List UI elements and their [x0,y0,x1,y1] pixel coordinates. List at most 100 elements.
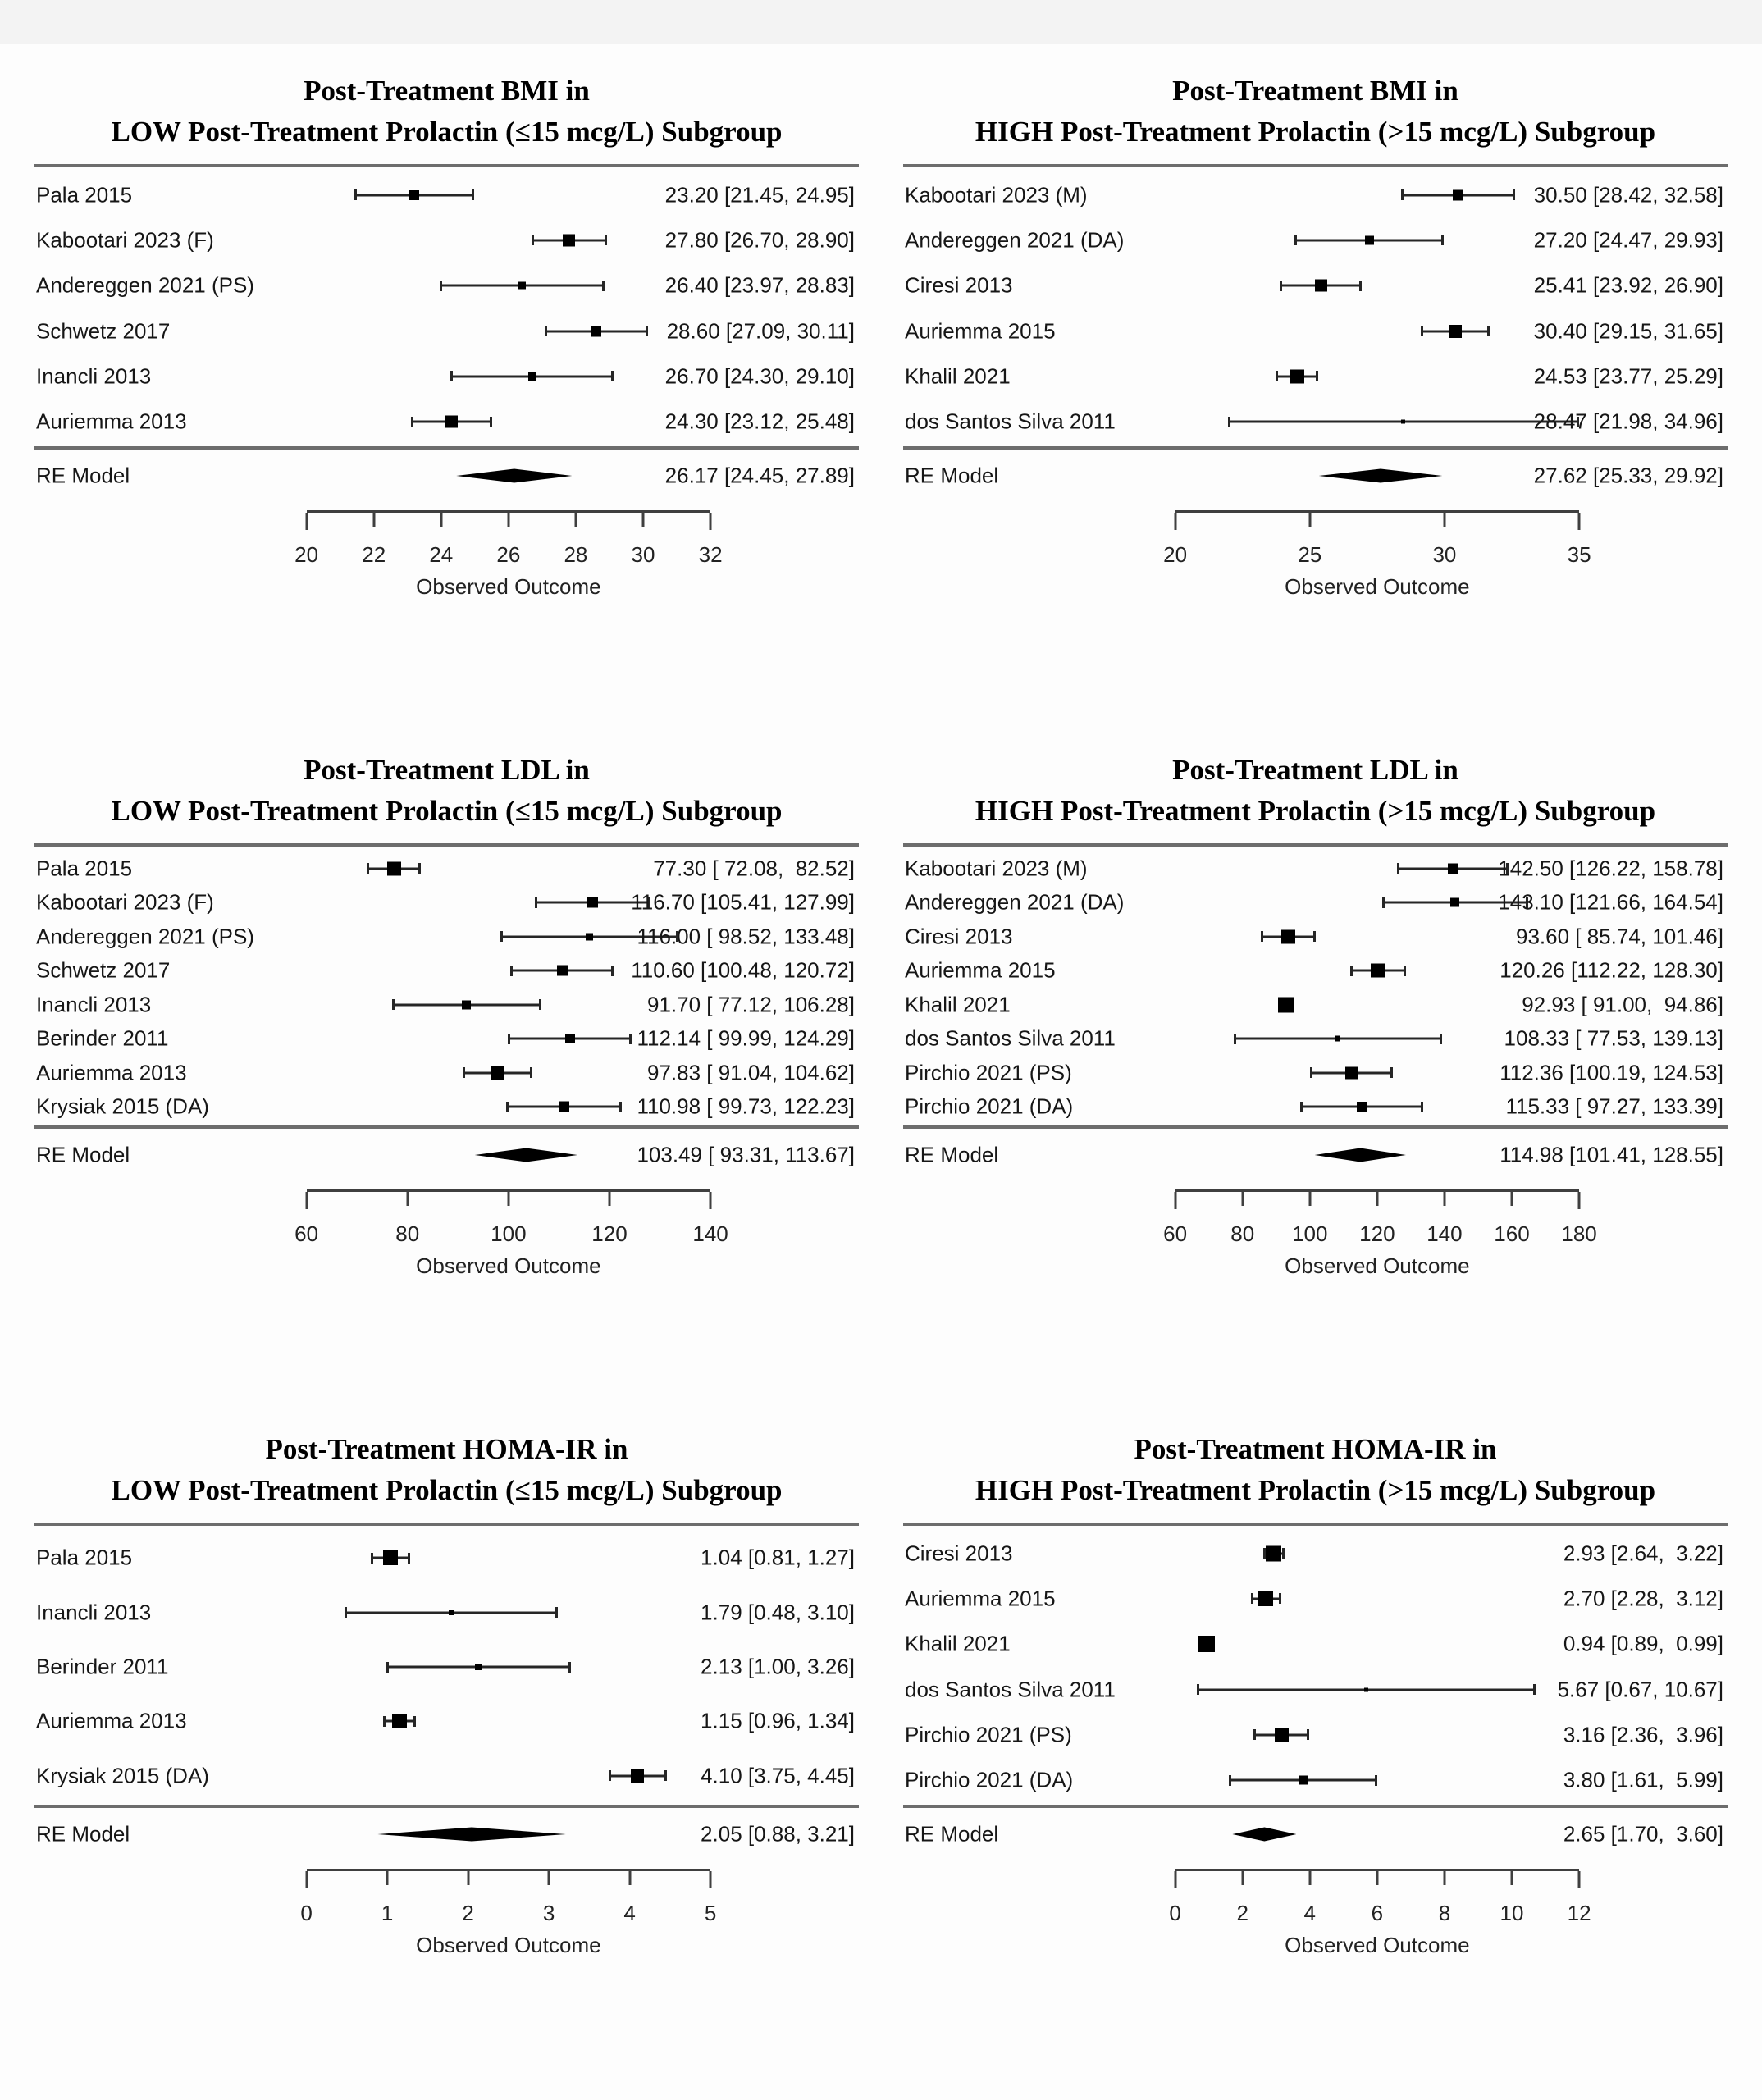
estimate-annotation: 24.30 [23.12, 25.48] [664,409,855,434]
study-row: Auriemma 2015 120.26 [112.22, 128.30] [903,954,1728,988]
ci-cap-right-icon [1532,1684,1536,1696]
re-model-diamond [1232,1827,1297,1842]
estimate-annotation: 1.79 [0.48, 3.10] [701,1600,855,1625]
ci-cap-right-icon [568,1661,571,1673]
axis-tick [406,1192,409,1206]
study-label: Kabootari 2023 (M) [905,182,1088,208]
study-label: Pala 2015 [36,856,133,881]
ci-cap-right-icon [471,189,474,201]
study-row: Krysiak 2015 (DA) 4.10 [3.75, 4.45] [34,1749,859,1803]
study-row: Pirchio 2021 (PS) 3.16 [2.36, 3.96] [903,1712,1728,1757]
ci-cap-right-icon [1359,280,1363,291]
ci-cap-right-icon [611,371,614,382]
axis-tick [628,1871,632,1885]
point-estimate-marker [585,933,593,941]
study-label: dos Santos Silva 2011 [905,1025,1116,1051]
axis-tick-label: 20 [294,542,319,567]
study-row: Berinder 2011 112.14 [ 99.99, 124.29] [34,1022,859,1057]
point-estimate-marker [1371,963,1385,978]
ci-cap-right-icon [619,1101,622,1112]
axis-tick-label: 140 [692,1221,728,1246]
ci-cap-left-icon [500,931,503,943]
study-label: Ciresi 2013 [905,924,1013,949]
ci-cap-right-icon [1440,235,1444,246]
ci-cap-left-icon [1349,965,1353,976]
x-axis-zone: 0 1 2 3 4 5 Observed Outcome [34,1860,859,1969]
re-model-diamond [1314,1148,1406,1162]
estimate-annotation: 26.40 [23.97, 28.83] [664,272,855,298]
study-row: Khalil 2021 0.94 [0.89, 0.99] [903,1622,1728,1667]
study-row: Khalil 2021 92.93 [ 91.00, 94.86] [903,988,1728,1022]
axis-tick [709,1192,712,1209]
point-estimate-marker [1450,897,1460,907]
panel-title-line2: LOW Post-Treatment Prolactin (≤15 mcg/L)… [111,1474,783,1506]
x-axis-label: Observed Outcome [1285,1933,1470,1957]
axis-tick-label: 0 [1169,1901,1181,1925]
axis-tick [574,513,577,527]
re-model-diamond [1318,468,1443,483]
ci-cap-right-icon [1307,1729,1310,1741]
ci-cap-right-icon [1506,863,1509,874]
panel-title-line1: Post-Treatment HOMA-IR in [265,1433,628,1465]
axis-tick-label: 120 [1359,1221,1395,1246]
axis-tick-label: 3 [542,1901,555,1925]
axis-tick-label: 2 [1236,1901,1248,1925]
x-axis: 0 2 4 6 8 10 12 [1169,1869,1591,1925]
ci-cap-right-icon [1375,1774,1378,1786]
ci-cap-right-icon [1420,1101,1423,1112]
ci-cap-right-icon [1525,897,1528,908]
study-label: Auriemma 2013 [36,409,187,434]
estimate-annotation: 92.93 [ 91.00, 94.86] [1522,992,1723,1017]
axis-tick-label: 24 [429,542,454,567]
separator-line-mid [903,446,1728,450]
axis-tick-label: 30 [631,542,655,567]
estimate-annotation: 142.50 [126.22, 158.78] [1498,856,1723,881]
re-model-diamond [377,1827,566,1842]
ci-cap-left-icon [507,1033,510,1044]
ci-cap-left-icon [439,280,442,291]
re-model-label: RE Model [905,1142,999,1167]
x-axis: 20 25 30 35 [1163,510,1591,567]
estimate-annotation: 0.94 [0.89, 0.99] [1563,1631,1723,1656]
study-row: Andereggen 2021 (DA) 143.10 [121.66, 164.… [903,886,1728,920]
re-model-row: RE Model 103.49 [ 93.31, 113.67] [34,1129,859,1181]
ci-cap-left-icon [1397,863,1400,874]
axis-tick [1510,1192,1513,1206]
axis-tick [1241,1871,1244,1885]
axis-tick [1376,1871,1379,1885]
panel-title-line1: Post-Treatment LDL in [1172,754,1458,786]
axis-tick-label: 160 [1494,1221,1530,1246]
axis-tick [1443,1192,1446,1206]
axis-tick [467,1871,470,1885]
axis-tick [709,1871,712,1888]
point-estimate-marker [448,1609,454,1615]
estimate-annotation: 77.30 [ 72.08, 82.52] [653,856,855,881]
estimate-annotation: 110.98 [ 99.73, 122.23] [637,1093,855,1119]
study-label: Auriemma 2013 [36,1060,187,1085]
study-label: Pirchio 2021 (PS) [905,1722,1072,1747]
study-label: Pirchio 2021 (PS) [905,1060,1072,1085]
axis-tick-label: 6 [1371,1901,1384,1925]
page-top-shade [0,0,1762,44]
point-estimate-marker [1314,279,1327,292]
study-label: Auriemma 2015 [905,957,1056,983]
ci-cap-left-icon [1381,897,1385,908]
forest-panel-ldl-high: Post-Treatment LDL in HIGH Post-Treatment… [887,740,1744,1419]
ci-cap-left-icon [506,1101,509,1112]
ci-cap-left-icon [1299,1101,1303,1112]
study-row: Pala 2015 77.30 [ 72.08, 82.52] [34,851,859,886]
re-model-row: RE Model 2.05 [0.88, 3.21] [34,1808,859,1860]
ci-cap-left-icon [1227,416,1230,427]
x-axis-label: Observed Outcome [416,1253,601,1278]
ci-cap-left-icon [392,999,395,1011]
study-label: Pirchio 2021 (DA) [905,1093,1074,1119]
ci-cap-right-icon [1312,931,1316,943]
study-label: Inancli 2013 [36,1600,152,1625]
axis-tick [1577,513,1581,530]
ci-cap-right-icon [1316,371,1319,382]
estimate-annotation: 93.60 [ 85.74, 101.46] [1515,924,1723,949]
estimate-annotation: 116.00 [ 98.52, 133.48] [637,924,855,949]
axis-tick-label: 100 [1292,1221,1328,1246]
study-row: Kabootari 2023 (M) 30.50 [28.42, 32.58] [903,172,1728,217]
study-row: Ciresi 2013 93.60 [ 85.74, 101.46] [903,920,1728,954]
